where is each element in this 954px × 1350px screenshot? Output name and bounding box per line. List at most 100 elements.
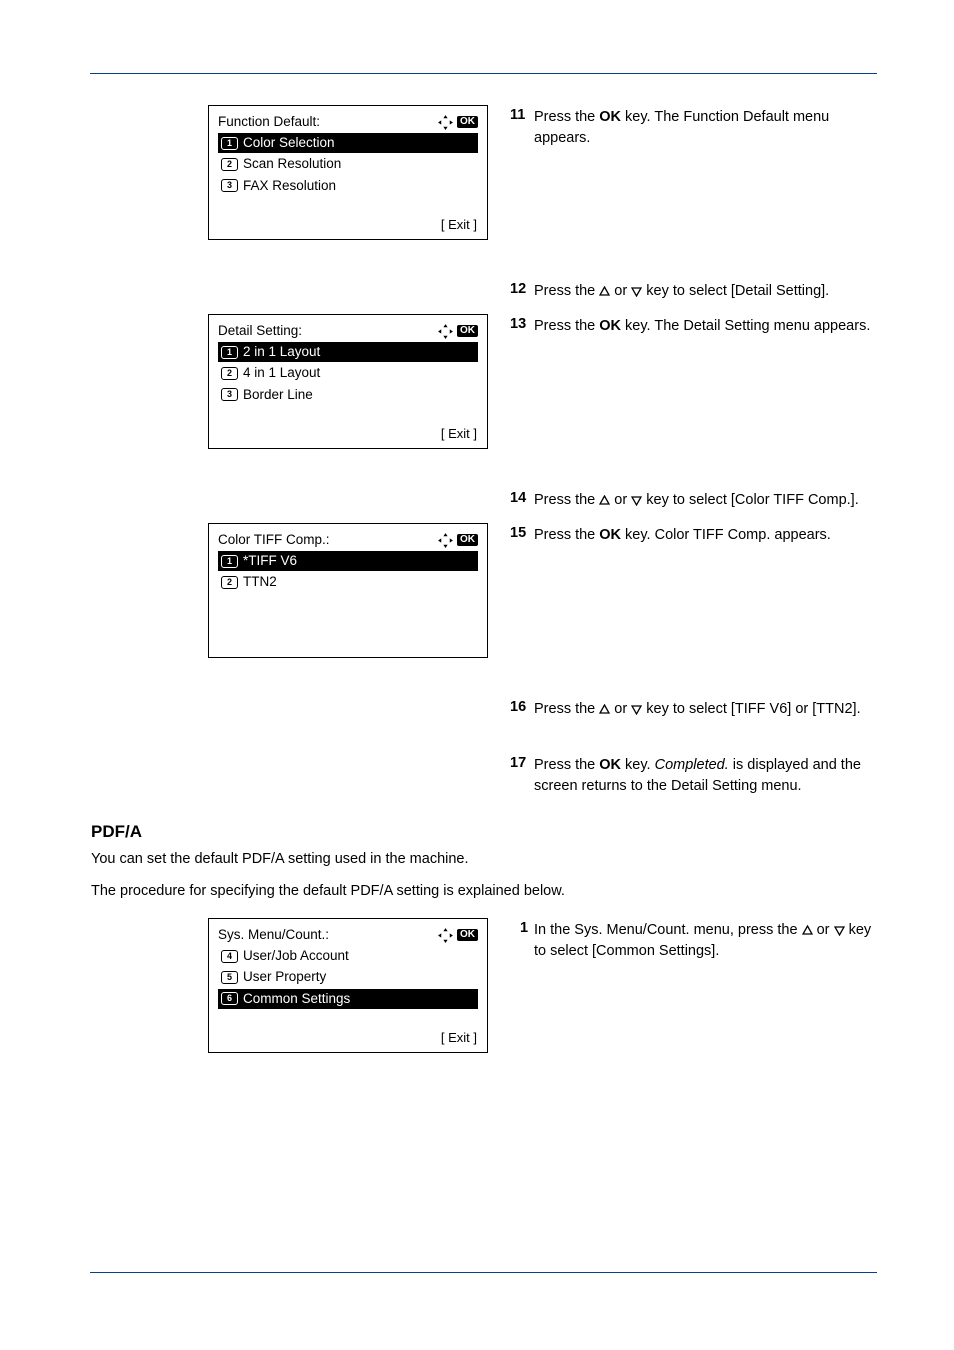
step-number: 1 <box>520 920 528 936</box>
row-index: 3 <box>221 179 238 192</box>
list-item: 6 Common Settings <box>218 989 478 1009</box>
row-index: 2 <box>221 576 238 589</box>
step-text: Press the or key to select [TIFF V6] or … <box>534 699 874 720</box>
text-fragment: or <box>610 701 631 717</box>
list-item: 2 TTN2 <box>218 572 478 592</box>
down-triangle-icon <box>631 495 642 506</box>
row-label: Color Selection <box>243 134 335 152</box>
list-item: 2 Scan Resolution <box>218 154 478 174</box>
text-fragment: Press the <box>534 318 599 334</box>
step-number: 11 <box>510 107 525 123</box>
row-index: 4 <box>221 950 238 963</box>
up-triangle-icon <box>599 495 610 506</box>
down-triangle-icon <box>834 925 845 936</box>
lcd-footer: [ Exit ] <box>441 216 477 234</box>
text-fragment: key. Color TIFF Comp. appears. <box>621 527 831 543</box>
step-number: 12 <box>510 281 526 297</box>
step-number: 13 <box>510 316 526 332</box>
text-fragment: or <box>610 283 631 299</box>
row-label: FAX Resolution <box>243 177 336 195</box>
row-label: 4 in 1 Layout <box>243 364 320 382</box>
row-index: 1 <box>221 346 238 359</box>
list-item: 2 4 in 1 Layout <box>218 363 478 383</box>
lcd-title: Detail Setting: <box>218 322 302 340</box>
text-fragment: or <box>610 492 631 508</box>
lcd-panel-sys-menu: Sys. Menu/Count.: OK 4 User/Job Account 5… <box>208 918 488 1053</box>
row-index: 3 <box>221 388 238 401</box>
up-triangle-icon <box>599 704 610 715</box>
nav-icons: OK <box>437 532 478 549</box>
text-fragment: key to select [Detail Setting]. <box>642 283 829 299</box>
step-text: Press the OK key. The Detail Setting men… <box>534 316 874 337</box>
row-index: 2 <box>221 158 238 171</box>
nav-icons: OK <box>437 323 478 340</box>
up-triangle-icon <box>599 286 610 297</box>
list-item: 4 User/Job Account <box>218 946 478 966</box>
list-item: 3 Border Line <box>218 385 478 405</box>
list-item: 5 User Property <box>218 967 478 987</box>
row-index: 1 <box>221 555 238 568</box>
step-text: Press the OK key. Completed. is displaye… <box>534 755 874 797</box>
key-name: OK <box>599 109 621 125</box>
italic-text: Completed. <box>655 757 729 773</box>
step-number: 16 <box>510 699 526 715</box>
text-fragment: Press the <box>534 757 599 773</box>
lcd-panel-function-default: Function Default: OK 1 Color Selection 2S… <box>208 105 488 240</box>
lcd-title: Function Default: <box>218 113 320 131</box>
body-paragraph: The procedure for specifying the default… <box>91 881 871 902</box>
row-label: User/Job Account <box>243 947 349 965</box>
text-fragment: Press the <box>534 283 599 299</box>
ok-icon: OK <box>457 534 478 546</box>
nav-icons: OK <box>437 927 478 944</box>
step-number: 14 <box>510 490 526 506</box>
ok-icon: OK <box>457 116 478 128</box>
nav-icons: OK <box>437 114 478 131</box>
text-fragment: In the Sys. Menu/Count. menu, press the <box>534 922 802 938</box>
list-item: 1 2 in 1 Layout <box>218 342 478 362</box>
step-text: In the Sys. Menu/Count. menu, press the … <box>534 920 874 962</box>
dpad-icon <box>437 532 454 549</box>
text-fragment: key. <box>621 757 655 773</box>
text-fragment: Press the <box>534 701 599 717</box>
row-label: Scan Resolution <box>243 155 341 173</box>
text-fragment: key to select [TIFF V6] or [TTN2]. <box>642 701 860 717</box>
list-item: 3 FAX Resolution <box>218 176 478 196</box>
list-item: 1 Color Selection <box>218 133 478 153</box>
section-heading: PDF/A <box>91 822 142 842</box>
dpad-icon <box>437 114 454 131</box>
text-fragment: Press the <box>534 492 599 508</box>
step-number: 17 <box>510 755 526 771</box>
dpad-icon <box>437 323 454 340</box>
row-index: 2 <box>221 367 238 380</box>
down-triangle-icon <box>631 286 642 297</box>
row-label: 2 in 1 Layout <box>243 343 320 361</box>
row-label: Common Settings <box>243 990 350 1008</box>
step-text: Press the OK key. The Function Default m… <box>534 107 874 149</box>
step-text: Press the OK key. Color TIFF Comp. appea… <box>534 525 874 546</box>
row-index: 5 <box>221 971 238 984</box>
row-index: 1 <box>221 137 238 150</box>
text-fragment: Press the <box>534 109 599 125</box>
list-item: 1 *TIFF V6 <box>218 551 478 571</box>
text-fragment: or <box>813 922 834 938</box>
row-label: TTN2 <box>243 573 277 591</box>
lcd-footer: [ Exit ] <box>441 1029 477 1047</box>
dpad-icon <box>437 927 454 944</box>
text-fragment: key. The Detail Setting menu appears. <box>621 318 870 334</box>
text-fragment: Press the <box>534 527 599 543</box>
step-text: Press the or key to select [Detail Setti… <box>534 281 874 302</box>
header-rule <box>90 73 877 74</box>
down-triangle-icon <box>631 704 642 715</box>
up-triangle-icon <box>802 925 813 936</box>
row-label: *TIFF V6 <box>243 552 297 570</box>
lcd-title: Color TIFF Comp.: <box>218 531 330 549</box>
footer-rule <box>90 1272 877 1273</box>
lcd-panel-color-tiff: Color TIFF Comp.: OK 1 *TIFF V6 2 TTN2 <box>208 523 488 658</box>
text-fragment: key to select [Color TIFF Comp.]. <box>642 492 859 508</box>
row-index: 6 <box>221 992 238 1005</box>
row-label: Border Line <box>243 386 313 404</box>
key-name: OK <box>599 757 621 773</box>
lcd-title: Sys. Menu/Count.: <box>218 926 329 944</box>
row-label: User Property <box>243 968 326 986</box>
lcd-footer: [ Exit ] <box>441 425 477 443</box>
